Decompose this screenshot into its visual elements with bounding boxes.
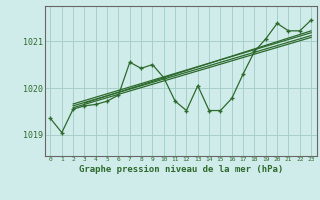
X-axis label: Graphe pression niveau de la mer (hPa): Graphe pression niveau de la mer (hPa) [79,165,283,174]
